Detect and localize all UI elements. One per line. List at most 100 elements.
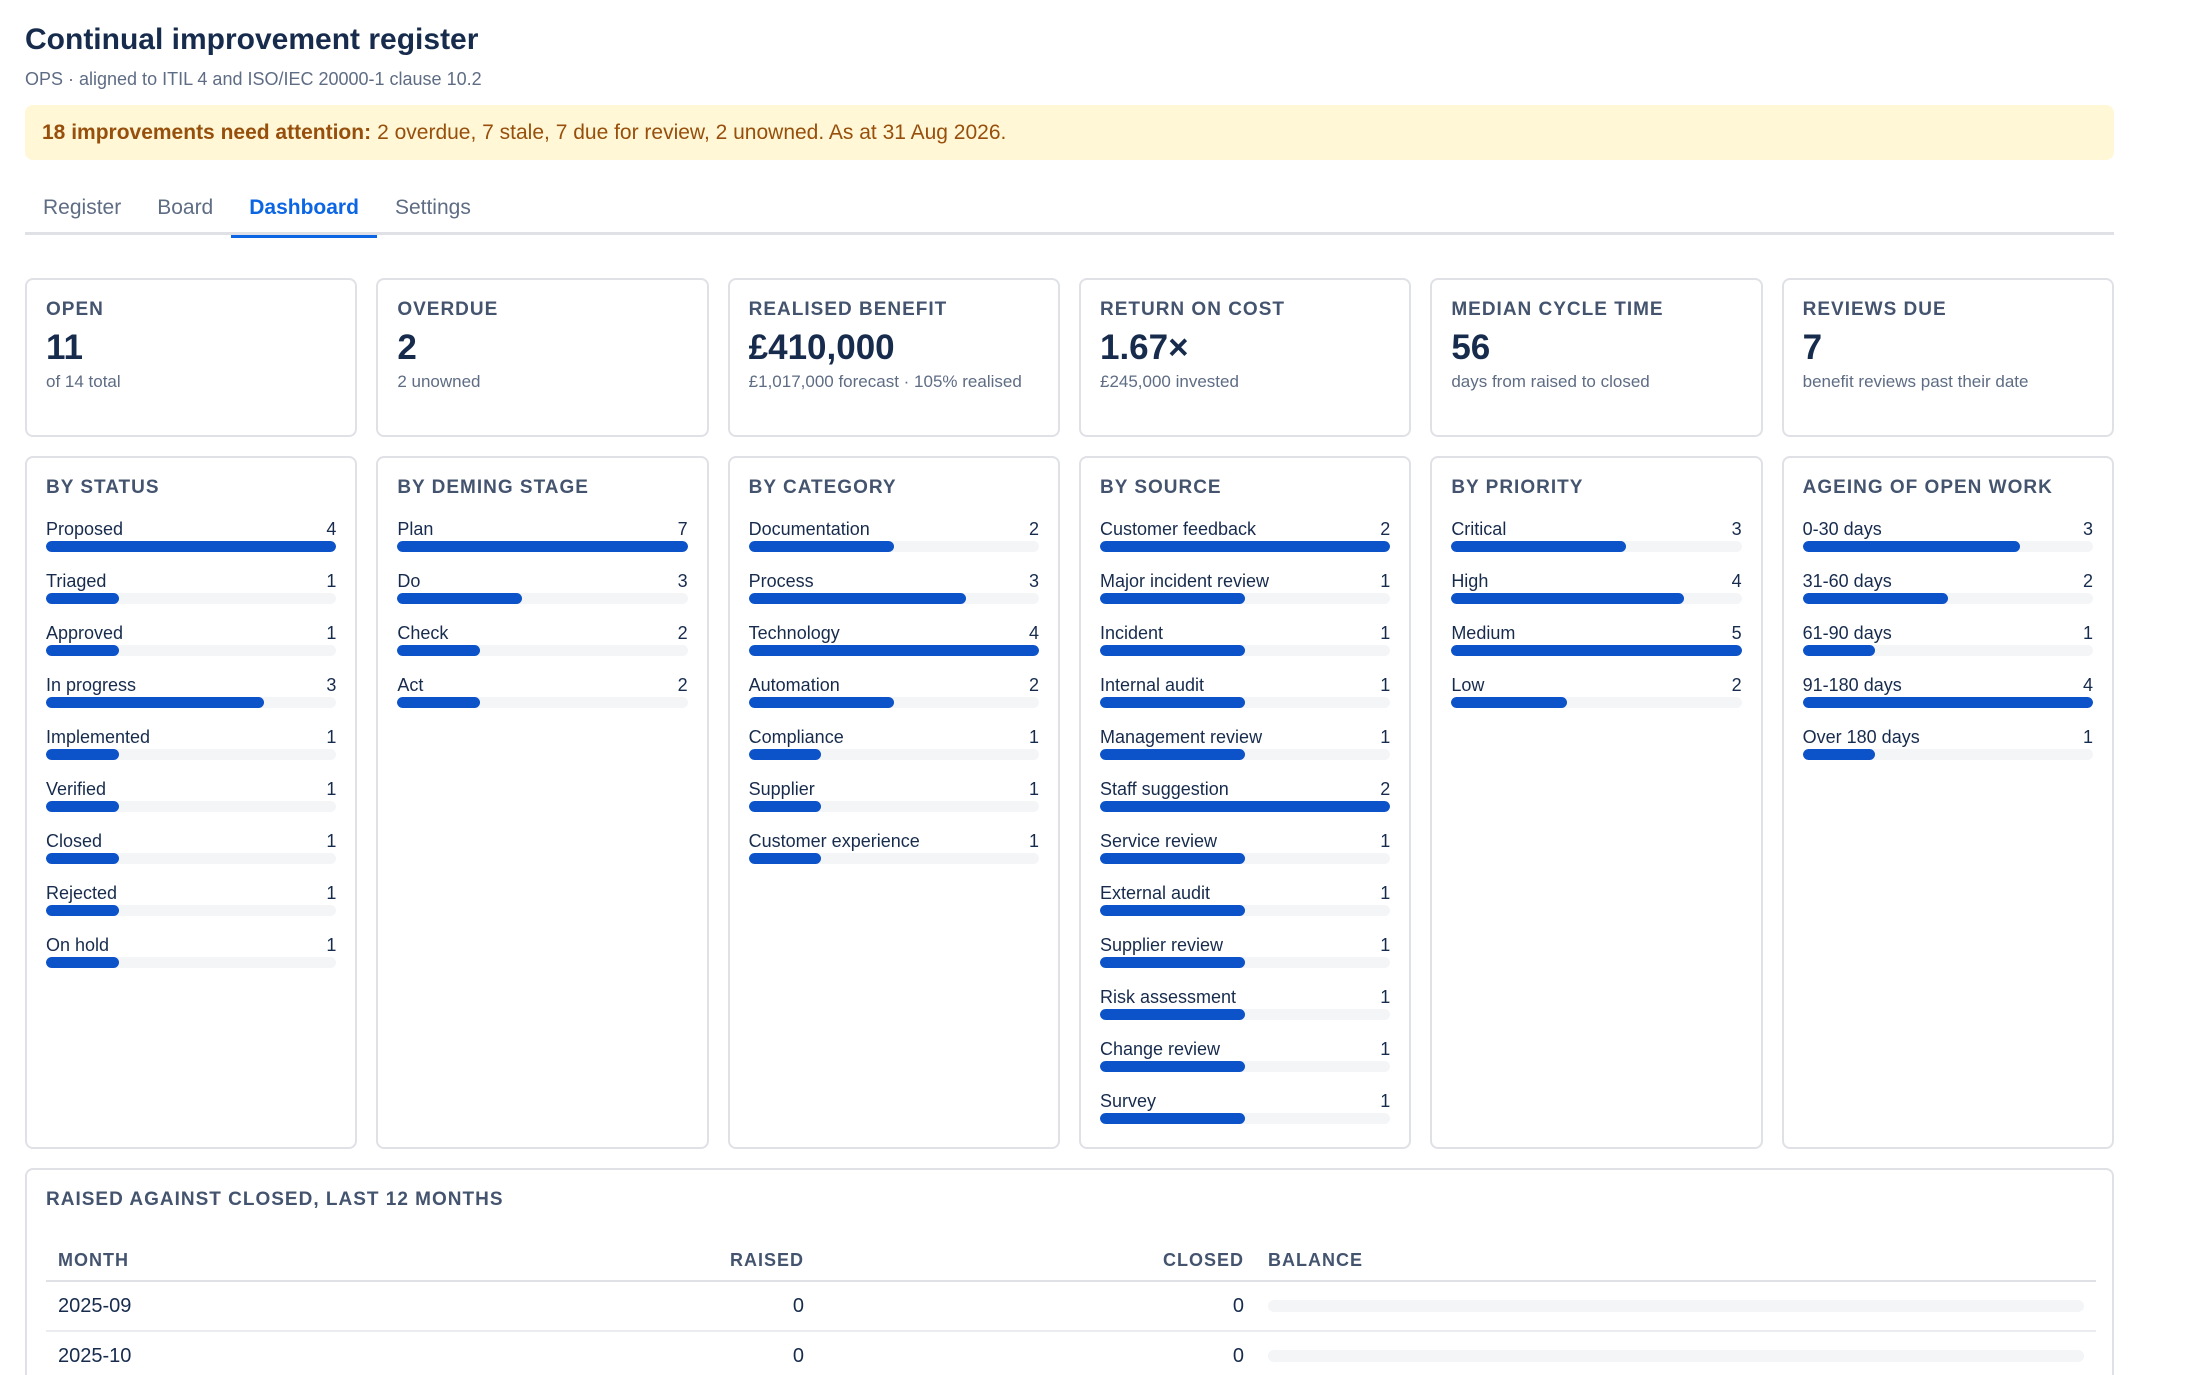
column-header-raised[interactable]: RAISED (546, 1241, 816, 1282)
kpi-sub: £1,017,000 forecast · 105% realised (748, 372, 1022, 391)
bar-row[interactable]: Survey 1 (1099, 1091, 1391, 1143)
bar-row[interactable]: Approved 1 (46, 623, 337, 675)
bar-head: Compliance 1 (749, 727, 1039, 747)
bar-row[interactable]: Service review 1 (1099, 831, 1391, 883)
bar-head: In progress 3 (46, 675, 336, 695)
bar-fill (46, 749, 119, 760)
bar-fill (397, 697, 481, 708)
bar-head: On hold 1 (46, 935, 336, 955)
bar-fill (1802, 697, 2093, 708)
tab-settings[interactable]: Settings (394, 196, 471, 219)
bar-label: Do (397, 571, 421, 591)
bar-row[interactable]: Supplier 1 (748, 779, 1039, 831)
bar-row[interactable]: Low 2 (1451, 675, 1742, 727)
bar-row[interactable]: Technology 4 (748, 623, 1039, 675)
kpi-value: 1.67× (1099, 328, 1189, 367)
bar-row[interactable]: Verified 1 (46, 779, 337, 831)
bar-count: 1 (326, 571, 337, 591)
bar-label: Medium (1451, 623, 1516, 643)
table-row[interactable]: 2025-10 0 0 (46, 1331, 2096, 1375)
bar-track (748, 697, 1039, 708)
kpi-label: REALISED BENEFIT (748, 299, 948, 320)
tab-dashboard[interactable]: Dashboard (231, 188, 377, 238)
bar-row[interactable]: Closed 1 (46, 831, 337, 883)
bar-row[interactable]: Rejected 1 (46, 883, 337, 935)
tab-register[interactable]: Register (43, 196, 122, 219)
bar-row[interactable]: Proposed 4 (46, 519, 337, 571)
bar-row[interactable]: Implemented 1 (46, 727, 337, 779)
bar-track (748, 645, 1039, 656)
bar-track (46, 697, 337, 708)
bar-count: 1 (1028, 831, 1039, 851)
bar-row[interactable]: Staff suggestion 2 (1099, 779, 1391, 831)
bar-row[interactable]: Automation 2 (748, 675, 1039, 727)
bar-count: 1 (1028, 779, 1039, 799)
bar-row[interactable]: 91-180 days 4 (1802, 675, 2093, 727)
bar-row[interactable]: Risk assessment 1 (1099, 987, 1391, 1039)
bar-row[interactable]: Incident 1 (1099, 623, 1391, 675)
bar-head: Customer feedback 2 (1100, 519, 1390, 539)
bar-head: Technology 4 (749, 623, 1039, 643)
bar-row[interactable]: Internal audit 1 (1099, 675, 1391, 727)
bar-row[interactable]: Customer feedback 2 (1099, 519, 1391, 571)
column-header-month[interactable]: MONTH (46, 1241, 546, 1282)
kpi-row: OPEN 11 of 14 total OVERDUE 2 2 unowned … (25, 278, 2114, 437)
bar-track (46, 593, 337, 604)
bar-row[interactable]: External audit 1 (1099, 883, 1391, 935)
bar-label: 0-30 days (1802, 519, 1882, 539)
bar-head: Check 2 (397, 623, 687, 643)
bar-label: Technology (748, 623, 840, 643)
bar-row[interactable]: Triaged 1 (46, 571, 337, 623)
bar-row[interactable]: In progress 3 (46, 675, 337, 727)
bar-fill (748, 801, 822, 812)
column-header-balance[interactable]: BALANCE (1256, 1241, 2096, 1282)
bar-row[interactable]: 0-30 days 3 (1802, 519, 2093, 571)
bar-head: Plan 7 (397, 519, 687, 539)
bar-row[interactable]: Over 180 days 1 (1802, 727, 2093, 779)
bar-row[interactable]: On hold 1 (46, 935, 337, 987)
tab-board[interactable]: Board (157, 196, 214, 219)
bar-track (1451, 541, 1742, 552)
bar-row[interactable]: Management review 1 (1099, 727, 1391, 779)
alert-text: 2 overdue, 7 stale, 7 due for review, 2 … (377, 120, 1007, 144)
column-header-closed[interactable]: CLOSED (816, 1241, 1256, 1282)
bar-label: Critical (1451, 519, 1507, 539)
bar-fill (748, 645, 1039, 656)
bar-row[interactable]: Compliance 1 (748, 727, 1039, 779)
bar-row[interactable]: Change review 1 (1099, 1039, 1391, 1091)
bar-row[interactable]: Act 2 (397, 675, 688, 727)
cell-balance (1256, 1331, 2096, 1375)
bar-count: 1 (1380, 1039, 1391, 1059)
bar-row[interactable]: 61-90 days 1 (1802, 623, 2093, 675)
bar-head: Staff suggestion 2 (1100, 779, 1390, 799)
bar-row[interactable]: Critical 3 (1451, 519, 1742, 571)
bar-label: Triaged (46, 571, 107, 591)
bar-row[interactable]: Documentation 2 (748, 519, 1039, 571)
bar-row[interactable]: Do 3 (397, 571, 688, 623)
bar-row[interactable]: High 4 (1451, 571, 1742, 623)
bar-row[interactable]: Major incident review 1 (1099, 571, 1391, 623)
bar-head: Verified 1 (46, 779, 336, 799)
bar-row[interactable]: Process 3 (748, 571, 1039, 623)
bar-head: Rejected 1 (46, 883, 336, 903)
cell-closed: 0 (816, 1281, 1256, 1332)
bar-count: 3 (677, 571, 688, 591)
bar-head: Low 2 (1451, 675, 1741, 695)
bar-row[interactable]: Customer experience 1 (748, 831, 1039, 883)
cell-month: 2025-09 (46, 1281, 546, 1332)
table-row[interactable]: 2025-09 0 0 (46, 1281, 2096, 1332)
bar-row[interactable]: 31-60 days 2 (1802, 571, 2093, 623)
bar-track (1802, 645, 2093, 656)
bar-row[interactable]: Plan 7 (397, 519, 688, 571)
bar-track (46, 541, 337, 552)
bar-head: Supplier 1 (749, 779, 1039, 799)
bar-row[interactable]: Medium 5 (1451, 623, 1742, 675)
bar-row[interactable]: Supplier review 1 (1099, 935, 1391, 987)
bar-track (1099, 645, 1391, 656)
bar-fill (1802, 749, 1876, 760)
bar-track (748, 749, 1039, 760)
bar-list: Plan 7 Do 3 Check 2 Act 2 (397, 519, 688, 727)
bar-count: 4 (326, 519, 337, 539)
bar-row[interactable]: Check 2 (397, 623, 688, 675)
bar-fill (1099, 1009, 1246, 1020)
